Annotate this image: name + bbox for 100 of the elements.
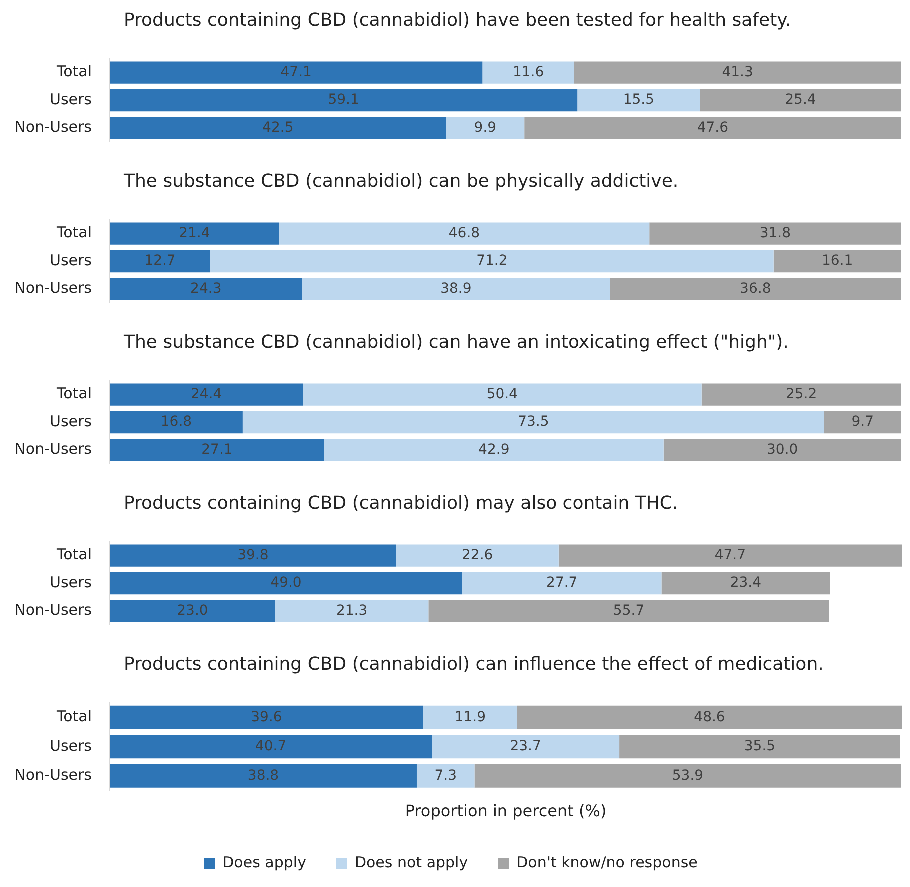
bar [110, 439, 324, 462]
data-label: 38.8 [248, 768, 280, 784]
data-label: 39.8 [238, 547, 269, 564]
y-tick-label: Non-Users [14, 601, 92, 620]
bar [110, 62, 483, 84]
bar [242, 411, 824, 434]
y-tick-label: Users [50, 251, 92, 270]
bar [524, 117, 902, 140]
data-label: 71.2 [476, 253, 508, 270]
data-label: 31.8 [760, 225, 791, 242]
data-label: 30.0 [766, 442, 798, 458]
bar [110, 706, 424, 730]
y-tick-label: Users [50, 573, 92, 592]
bar [110, 572, 462, 595]
data-label: 22.6 [462, 547, 494, 564]
bar [110, 250, 210, 273]
data-label: 9.9 [474, 120, 497, 136]
y-tick-label: Total [56, 62, 92, 81]
x-axis-title: Proportion in percent (%) [405, 802, 607, 821]
bar [702, 384, 902, 406]
bar [432, 735, 620, 759]
data-label: 42.9 [478, 442, 510, 458]
data-label: 7.3 [434, 768, 457, 784]
bar [110, 117, 446, 140]
data-label: 35.5 [744, 738, 776, 755]
chart-title: Products containing CBD (cannabidiol) have been tested for health safety. [123, 9, 792, 33]
y-tick-label: Users [50, 736, 92, 755]
data-label: 73.5 [518, 414, 550, 430]
bar [302, 278, 610, 300]
y-tick-label: Total [56, 384, 92, 403]
bar [462, 572, 662, 595]
bar [110, 89, 578, 112]
bar [303, 384, 702, 406]
chart-title: Products containing CBD (cannabidiol) can influence the effect of medication. [123, 653, 825, 677]
data-label: 27.1 [202, 442, 233, 458]
bar [664, 439, 902, 462]
data-label: 59.1 [328, 92, 360, 108]
bar [482, 62, 574, 84]
y-tick-label: Non-Users [14, 118, 92, 136]
data-label: 23.7 [510, 738, 542, 755]
bar [423, 706, 518, 730]
bar [610, 278, 902, 300]
bar [110, 764, 417, 788]
data-label: 50.4 [486, 386, 518, 402]
legend-label: Does apply [222, 853, 307, 872]
data-label: 39.6 [251, 709, 282, 726]
data-label: 47.7 [714, 547, 746, 564]
data-label: 9.7 [852, 414, 874, 430]
bar [650, 222, 902, 245]
bar [474, 764, 902, 788]
y-tick-label: Users [50, 90, 92, 108]
data-label: 46.8 [448, 225, 480, 242]
data-label: 12.7 [144, 253, 176, 270]
bar [396, 544, 559, 567]
y-tick-label: Non-Users [14, 766, 92, 784]
data-label: 48.6 [694, 709, 726, 726]
bar [558, 544, 902, 567]
bar [517, 706, 902, 730]
bar [620, 735, 900, 759]
y-tick-label: Total [56, 546, 92, 564]
data-label: 21.4 [179, 225, 210, 242]
data-label: 16.1 [822, 253, 854, 270]
legend-label: Does not apply [354, 853, 468, 872]
bar [110, 600, 276, 622]
data-label: 23.4 [730, 575, 762, 592]
y-tick-label: Total [56, 224, 92, 242]
data-label: 24.3 [190, 280, 222, 297]
bar [110, 411, 243, 434]
chart-title: The substance CBD (cannabidiol) can have an intoxicating effect ("high"). [123, 331, 790, 355]
bar [110, 278, 302, 300]
bar [324, 439, 664, 462]
bar [279, 222, 650, 245]
chart-title: The substance CBD (cannabidiol) can be physically addictive. [123, 170, 680, 194]
data-label: 55.7 [613, 602, 645, 619]
y-tick-label: Non-Users [14, 440, 92, 458]
bar [662, 572, 830, 595]
data-label: 15.5 [623, 92, 655, 108]
data-label: 21.3 [336, 602, 368, 619]
data-label: 41.3 [722, 64, 754, 80]
y-tick-label: Total [56, 708, 92, 726]
data-label: 25.4 [785, 92, 816, 108]
data-label: 40.7 [255, 738, 287, 755]
bar [700, 89, 902, 112]
data-label: 27.7 [546, 575, 578, 592]
bar [824, 411, 902, 434]
data-label: 36.8 [740, 280, 772, 297]
bar [210, 250, 774, 273]
bar [110, 735, 432, 759]
bar [275, 600, 429, 622]
data-label: 11.6 [512, 64, 544, 80]
bar [574, 62, 902, 84]
chart-title: Products containing CBD (cannabidiol) may also contain THC. [123, 492, 680, 516]
legend-label: Don't know/no response [516, 853, 698, 872]
data-label: 38.9 [440, 280, 472, 297]
y-tick-label: Users [50, 412, 92, 430]
y-tick-label: Non-Users [14, 279, 92, 298]
data-label: 49.0 [270, 575, 302, 592]
bar [110, 544, 396, 567]
bar [110, 222, 280, 245]
data-label: 11.9 [454, 709, 486, 726]
